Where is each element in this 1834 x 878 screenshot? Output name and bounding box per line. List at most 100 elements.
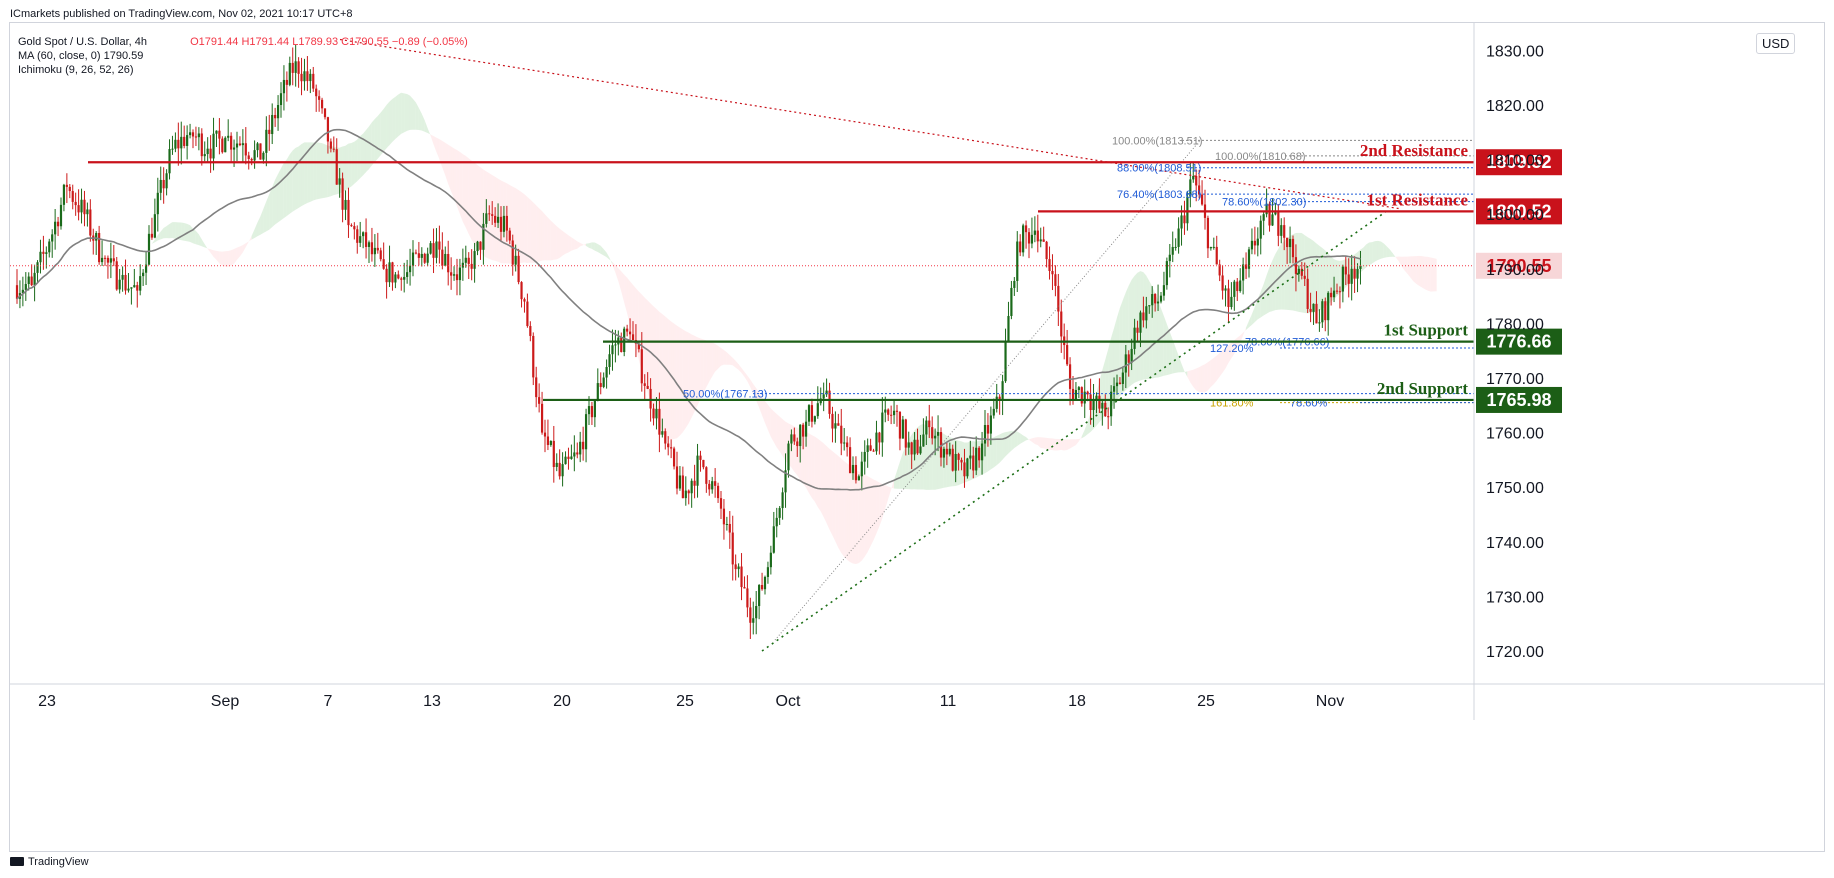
candle-body (664, 431, 667, 444)
candle-body (1068, 364, 1072, 389)
candle-body (992, 408, 995, 416)
cloud-segment (1263, 275, 1267, 316)
level-label: 2nd Support (1377, 379, 1469, 398)
candle-body (209, 148, 212, 159)
candle-body (1242, 264, 1245, 281)
cloud-segment (201, 239, 205, 248)
candle-body (1192, 175, 1195, 180)
candle-body (802, 424, 805, 437)
cloud-segment (530, 199, 534, 263)
cloud-segment (1190, 369, 1194, 387)
cloud-segment (876, 480, 880, 534)
ichimoku-legend[interactable]: Ichimoku (9, 26, 52, 26) (18, 64, 134, 76)
cloud-segment (1046, 437, 1050, 450)
cloud-segment (597, 243, 601, 254)
ma-legend[interactable]: MA (60, close, 0) 1790.59 (18, 50, 144, 62)
time-tick-label: 25 (676, 693, 694, 710)
cloud-segment (433, 136, 437, 152)
cloud-segment (600, 245, 604, 256)
candle-body (344, 199, 347, 210)
candle-body (875, 432, 878, 452)
level-price-tag-text: 1765.98 (1486, 390, 1551, 410)
candle-body (1350, 268, 1353, 284)
cloud-segment (192, 228, 196, 245)
cloud-segment (1064, 439, 1068, 451)
candle-body (1130, 348, 1133, 363)
candle-body (1200, 194, 1204, 205)
candle-body (576, 452, 579, 455)
cloud-segment (357, 136, 361, 182)
level-label: 1st Support (1383, 321, 1468, 340)
cloud-segment (1248, 314, 1252, 328)
cloud-segment (1175, 347, 1179, 373)
cloud-segment (1116, 308, 1120, 400)
chart-pane[interactable] (9, 22, 1825, 852)
cloud-segment (1025, 437, 1029, 441)
cloud-segment (764, 401, 768, 430)
cloud-segment (1081, 429, 1085, 439)
candle-body (954, 453, 957, 471)
candle-body (1054, 274, 1057, 286)
candle-body (737, 566, 740, 570)
cloud-segment (1430, 257, 1434, 292)
candle-body (347, 199, 350, 226)
candle-body (1007, 315, 1010, 342)
candle-body (408, 265, 412, 273)
cloud-segment (577, 241, 581, 249)
fib-label: 100.00%(1810.68) (1215, 151, 1306, 163)
level-label: 1st Resistance (1366, 190, 1468, 209)
ichimoku-cloud (93, 92, 1437, 564)
symbol-title[interactable]: Gold Spot / U.S. Dollar, 4h (18, 36, 148, 48)
candle-body (986, 424, 990, 434)
candle-body (1019, 241, 1022, 253)
price-tick-label: 1820.00 (1486, 98, 1544, 115)
candle-body (769, 552, 772, 568)
candle-body (329, 141, 332, 149)
candle-body (705, 467, 708, 484)
candle-body (1110, 391, 1113, 417)
cloud-segment (242, 243, 246, 253)
cloud-segment (527, 196, 531, 264)
cloud-segment (1287, 236, 1290, 311)
cloud-segment (137, 254, 141, 260)
cloud-segment (453, 148, 457, 207)
cloud-segment (175, 222, 179, 240)
cloud-segment (805, 431, 809, 494)
candle-body (194, 136, 198, 138)
candle-body (734, 564, 737, 570)
candle-body (256, 143, 259, 151)
cloud-segment (955, 439, 959, 486)
candle-body (36, 262, 39, 273)
candle-body (1057, 285, 1060, 312)
cloud-segment (1137, 271, 1141, 382)
cloud-segment (761, 396, 765, 423)
candle-body (1244, 264, 1248, 269)
candle-body (851, 464, 855, 474)
candle-body (857, 476, 860, 481)
cloud-segment (257, 216, 261, 237)
candle-body (109, 258, 112, 263)
time-tick-label: Nov (1316, 693, 1344, 710)
candle-body (376, 247, 379, 251)
candle-body (640, 349, 643, 384)
candle-body (1107, 416, 1110, 418)
candle-body (100, 257, 104, 263)
candle-body (799, 424, 802, 447)
cloud-segment (307, 142, 311, 204)
cloud-segment (448, 144, 452, 192)
fib-trend-line (774, 140, 1201, 641)
cloud-segment (1075, 439, 1079, 446)
cloud-segment (518, 189, 522, 264)
candle-body (590, 406, 594, 418)
cloud-segment (104, 287, 108, 289)
candle-body (382, 259, 385, 269)
cloud-segment (621, 271, 625, 303)
candle-body (728, 523, 731, 533)
cloud-segment (832, 451, 836, 542)
currency-button[interactable]: USD (1756, 33, 1796, 54)
candle-body (846, 442, 849, 448)
candle-body (285, 79, 288, 85)
candle-body (1347, 274, 1350, 284)
tradingview-footer: TradingView (10, 856, 89, 868)
